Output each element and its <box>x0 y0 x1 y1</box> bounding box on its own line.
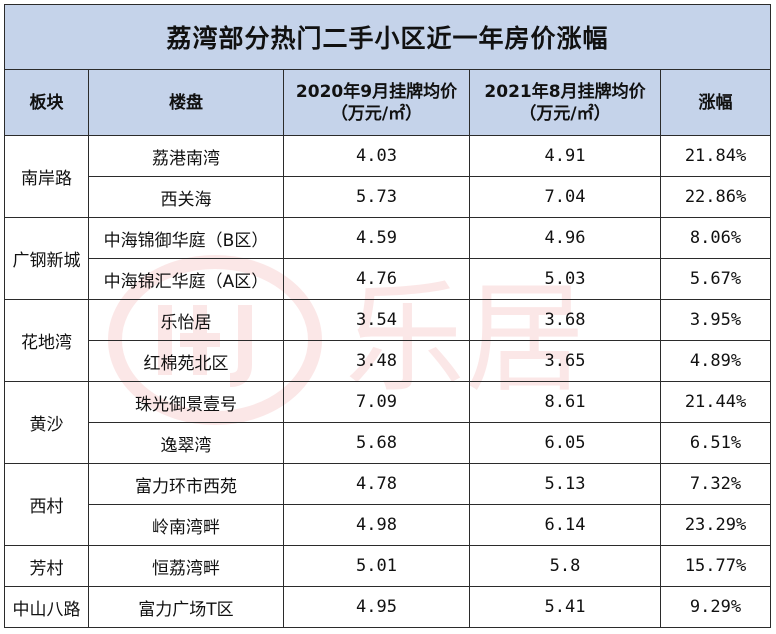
block-cell: 花地湾 <box>4 299 89 382</box>
price-2020-cell: 4.76 <box>283 258 470 300</box>
price-2021-cell: 5.03 <box>469 258 661 300</box>
growth-cell: 21.44% <box>659 381 772 423</box>
price-2020-cell: 5.01 <box>283 545 470 587</box>
price-2020-cell: 3.48 <box>283 340 470 382</box>
price-2020-cell: 5.68 <box>283 422 470 464</box>
growth-cell: 3.95% <box>659 299 772 341</box>
table-row: 广钢新城 中海锦御华庭（B区） 4.59 4.96 8.06% <box>4 217 772 300</box>
price-2021-cell: 7.04 <box>469 176 661 218</box>
header-estate: 楼盘 <box>88 69 284 136</box>
estate-cell: 岭南湾畔 <box>88 504 284 546</box>
table-row: 芳村 恒荔湾畔 5.01 5.8 15.77% <box>4 545 772 587</box>
estate-cell: 荔港南湾 <box>88 135 284 177</box>
block-cell: 西村 <box>4 463 89 546</box>
growth-cell: 5.67% <box>659 258 772 300</box>
header-block: 板块 <box>4 69 89 136</box>
growth-cell: 22.86% <box>659 176 772 218</box>
block-cell: 中山八路 <box>4 586 89 628</box>
price-2021-cell: 3.65 <box>469 340 661 382</box>
price-table: 荔湾部分热门二手小区近一年房价涨幅 板块 楼盘 2020年9月挂牌均价 （万元/… <box>3 4 772 628</box>
price-2021-cell: 4.96 <box>469 217 661 259</box>
price-2020-cell: 3.54 <box>283 299 470 341</box>
block-cell: 芳村 <box>4 545 89 587</box>
table-row: 花地湾 乐怡居 3.54 3.68 3.95% <box>4 299 772 382</box>
estate-cell: 红棉苑北区 <box>88 340 284 382</box>
price-2020-cell: 5.73 <box>283 176 470 218</box>
price-2021-cell: 5.41 <box>469 586 661 628</box>
estate-cell: 逸翠湾 <box>88 422 284 464</box>
header-price-2020: 2020年9月挂牌均价 （万元/㎡） <box>283 69 470 136</box>
price-2021-cell: 8.61 <box>469 381 661 423</box>
table-title: 荔湾部分热门二手小区近一年房价涨幅 <box>3 4 772 70</box>
table-row: 红棉苑北区 3.48 3.65 4.89% <box>5 340 772 382</box>
header-price-2021: 2021年8月挂牌均价 （万元/㎡） <box>469 69 661 136</box>
growth-cell: 15.77% <box>659 545 772 587</box>
block-cell: 广钢新城 <box>4 217 89 300</box>
price-2021-cell: 3.68 <box>469 299 661 341</box>
estate-cell: 富力广场T区 <box>88 586 284 628</box>
table-row: 岭南湾畔 4.98 6.14 23.29% <box>5 504 772 546</box>
growth-cell: 9.29% <box>659 586 772 628</box>
header-price-2021-label: 2021年8月挂牌均价 <box>484 81 646 102</box>
price-2021-cell: 5.8 <box>469 545 661 587</box>
growth-cell: 8.06% <box>659 217 772 259</box>
table-row: 南岸路 荔港南湾 4.03 4.91 21.84% <box>4 135 772 218</box>
table-row: 黄沙 珠光御景壹号 7.09 8.61 21.44% <box>4 381 772 464</box>
table-row: 逸翠湾 5.68 6.05 6.51% <box>5 422 772 464</box>
estate-cell: 珠光御景壹号 <box>88 381 284 423</box>
price-2020-cell: 4.98 <box>283 504 470 546</box>
estate-cell: 中海锦御华庭（B区） <box>88 217 284 259</box>
price-2021-cell: 5.13 <box>469 463 661 505</box>
price-2020-cell: 4.59 <box>283 217 470 259</box>
estate-cell: 富力环市西苑 <box>88 463 284 505</box>
table-row: 西关海 5.73 7.04 22.86% <box>5 176 772 218</box>
header-price-2021-unit: （万元/㎡） <box>519 103 611 124</box>
growth-cell: 21.84% <box>659 135 772 177</box>
price-2021-cell: 4.91 <box>469 135 661 177</box>
price-2020-cell: 7.09 <box>283 381 470 423</box>
growth-cell: 23.29% <box>659 504 772 546</box>
block-cell: 南岸路 <box>4 135 89 218</box>
estate-cell: 恒荔湾畔 <box>88 545 284 587</box>
header-growth: 涨幅 <box>659 69 772 136</box>
price-2021-cell: 6.14 <box>469 504 661 546</box>
price-2021-cell: 6.05 <box>469 422 661 464</box>
estate-cell: 中海锦汇华庭（A区） <box>88 258 284 300</box>
table-row: 中山八路 富力广场T区 4.95 5.41 9.29% <box>4 586 772 628</box>
header-price-2020-unit: （万元/㎡） <box>330 103 423 124</box>
price-2020-cell: 4.78 <box>283 463 470 505</box>
price-2020-cell: 4.03 <box>283 135 470 177</box>
growth-cell: 7.32% <box>659 463 772 505</box>
estate-cell: 乐怡居 <box>88 299 284 341</box>
block-cell: 黄沙 <box>4 381 89 464</box>
header-price-2020-label: 2020年9月挂牌均价 <box>295 81 458 102</box>
table-row: 西村 富力环市西苑 4.78 5.13 7.32% <box>4 463 772 546</box>
price-2020-cell: 4.95 <box>283 586 470 628</box>
table-row: 中海锦汇华庭（A区） 4.76 5.03 5.67% <box>5 258 772 300</box>
growth-cell: 6.51% <box>659 422 772 464</box>
growth-cell: 4.89% <box>659 340 772 382</box>
estate-cell: 西关海 <box>88 176 284 218</box>
